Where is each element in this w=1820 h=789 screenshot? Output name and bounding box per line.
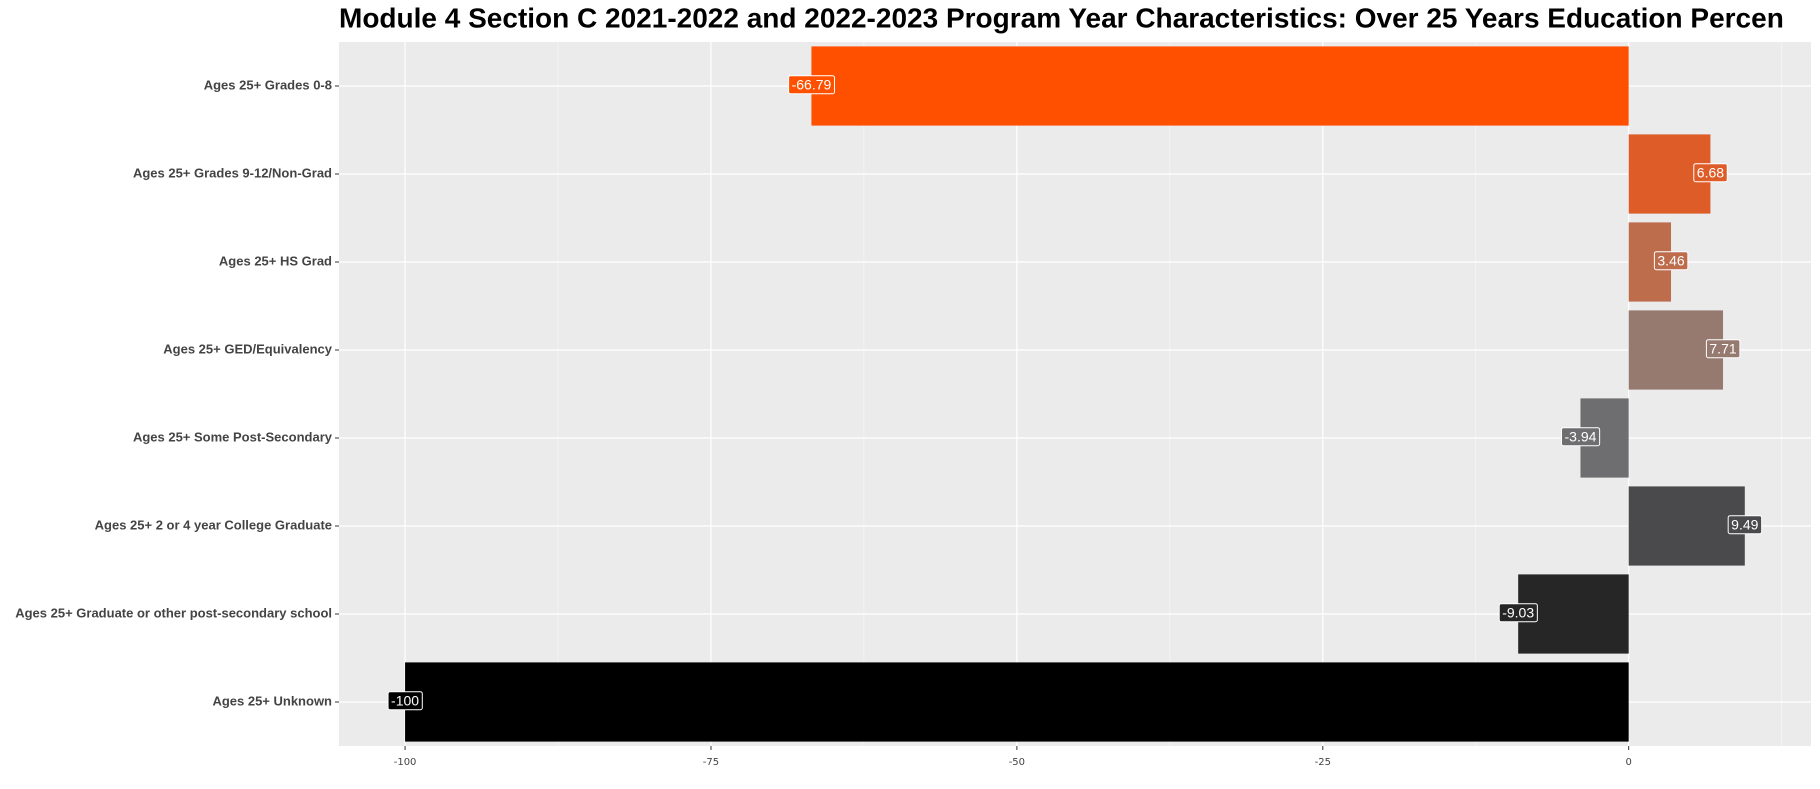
y-tick-label: Ages 25+ Graduate or other post-secondar… [15, 605, 332, 620]
chart-title: Module 4 Section C 2021-2022 and 2022-20… [339, 2, 1784, 33]
value-label: 3.46 [1657, 253, 1684, 269]
x-tick-label: 0 [1625, 757, 1631, 768]
value-label: -100 [391, 693, 419, 709]
x-tick-label: -25 [1315, 757, 1331, 768]
y-tick-label: Ages 25+ Unknown [212, 693, 332, 708]
y-tick-label: Ages 25+ Some Post-Secondary [133, 429, 333, 444]
value-label-box [387, 691, 423, 711]
value-label: -66.79 [792, 77, 832, 93]
y-tick-label: Ages 25+ Grades 0-8 [204, 77, 332, 92]
y-tick-label: Ages 25+ HS Grad [219, 253, 332, 268]
bar [811, 46, 1629, 126]
value-label: 9.49 [1731, 517, 1758, 533]
x-tick-label: -50 [1009, 757, 1025, 768]
value-label-box [788, 75, 835, 95]
x-tick-label: -100 [394, 757, 417, 768]
value-label: 7.71 [1709, 341, 1736, 357]
bar [405, 662, 1629, 742]
value-label-box [1653, 251, 1689, 271]
value-label-box [1727, 515, 1763, 535]
value-label: -9.03 [1502, 605, 1534, 621]
y-tick-label: Ages 25+ 2 or 4 year College Graduate [95, 517, 332, 532]
value-label-box [1561, 427, 1601, 447]
y-tick-label: Ages 25+ GED/Equivalency [163, 341, 332, 356]
value-label: -3.94 [1565, 429, 1597, 445]
value-label-box [1705, 339, 1741, 359]
value-label: 6.68 [1697, 165, 1724, 181]
x-tick-label: -75 [703, 757, 719, 768]
value-label-box [1498, 603, 1538, 623]
value-label-box [1693, 163, 1728, 183]
bar [1628, 486, 1745, 566]
y-tick-label: Ages 25+ Grades 9-12/Non-Grad [133, 165, 332, 180]
